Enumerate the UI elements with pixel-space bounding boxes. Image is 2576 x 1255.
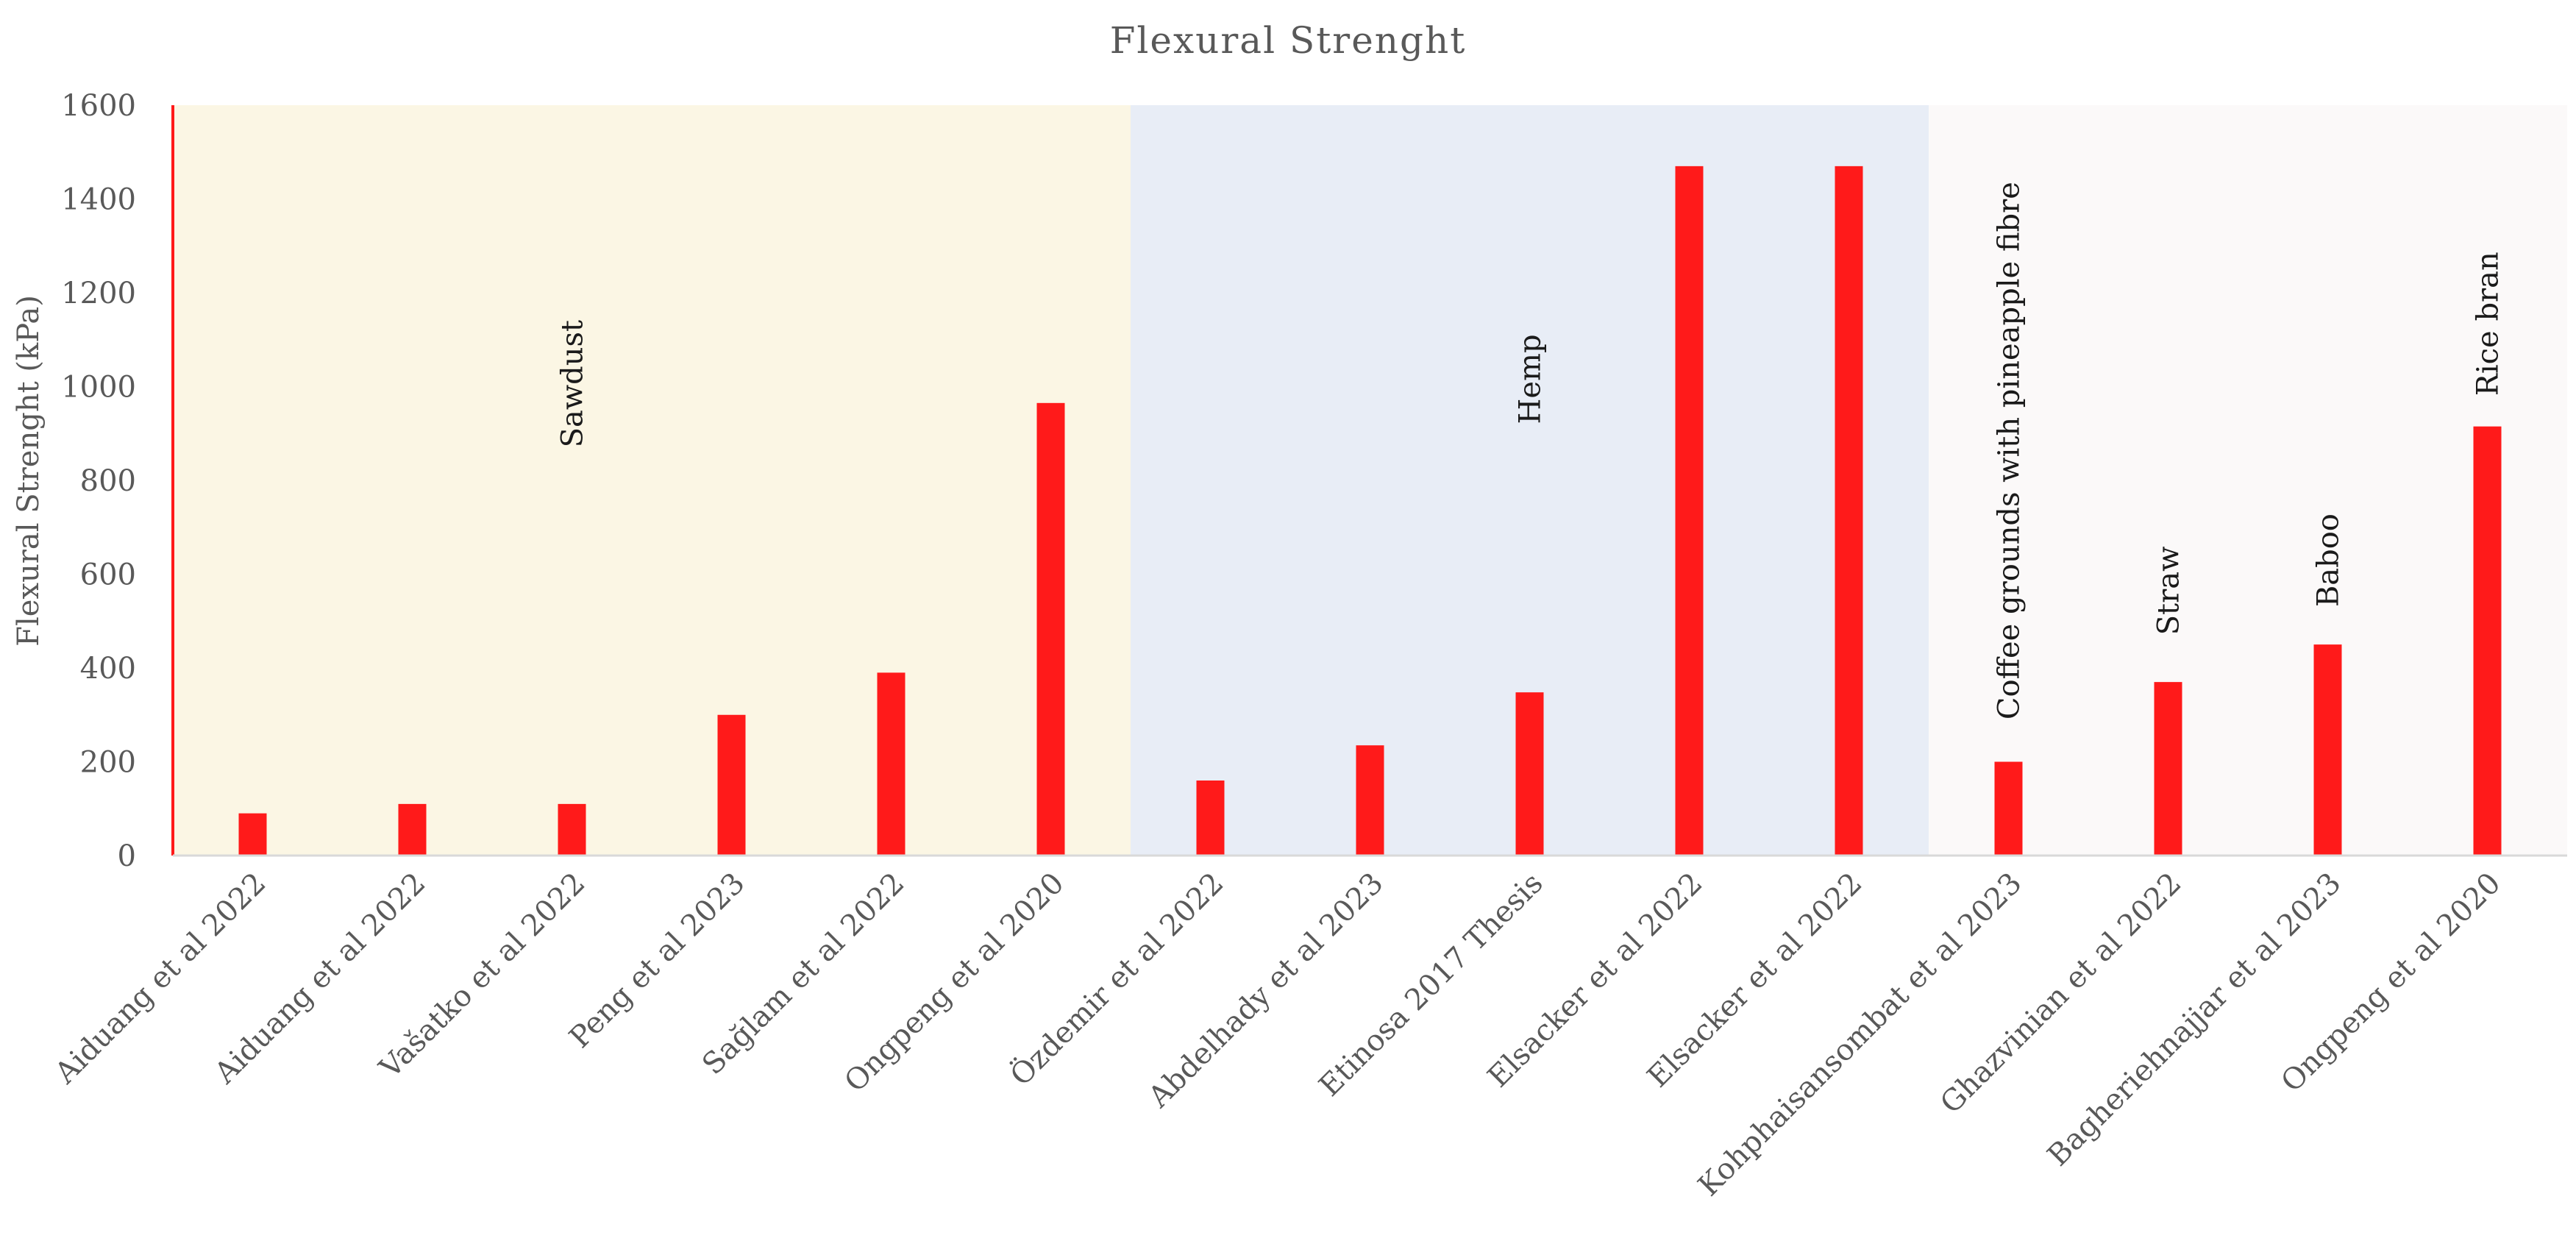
bar — [1835, 166, 1863, 856]
annotation-label: Hemp — [1514, 334, 1548, 424]
y-tick-label: 800 — [80, 464, 136, 498]
bars — [238, 166, 2502, 856]
bar — [1515, 692, 1544, 856]
annotations: Sawdust Hemp Coffee grounds with pineapple… — [556, 182, 2505, 719]
y-tick-label: 400 — [80, 652, 136, 686]
bar — [2473, 426, 2502, 856]
y-tick-label: 0 — [118, 839, 136, 873]
background-regions — [173, 105, 2567, 856]
bar — [558, 803, 586, 856]
bar — [1675, 166, 1704, 856]
y-tick-label: 1000 — [61, 371, 136, 405]
y-tick-label: 1600 — [61, 89, 136, 123]
bar — [717, 714, 746, 856]
bar — [2313, 644, 2342, 856]
bar — [1036, 402, 1065, 856]
bar — [238, 813, 267, 856]
bar — [2154, 682, 2182, 856]
bar — [877, 672, 905, 856]
annotation-label: Straw — [2152, 547, 2186, 636]
annotation-label: Coffee grounds with pineapple fibre — [1993, 182, 2027, 719]
x-tick-label: Bagheriehnajjar et al 2023 — [2041, 867, 2348, 1173]
bar — [398, 803, 427, 856]
y-tick-label: 600 — [80, 558, 136, 592]
x-tick-label: Peng et al 2023 — [563, 867, 751, 1055]
region-other — [1929, 105, 2567, 856]
y-tick-label: 1400 — [61, 183, 136, 217]
bar — [1356, 745, 1384, 856]
y-axis: 0 200 400 600 800 1000 1200 1400 1600 — [61, 89, 174, 873]
y-axis-label: Flexural Strenght (kPa) — [12, 295, 46, 647]
chart-title: Flexural Strenght — [1110, 19, 1467, 62]
y-tick-label: 1200 — [61, 277, 136, 310]
bar — [1196, 781, 1225, 856]
annotation-label: Sawdust — [556, 320, 590, 447]
x-tick-label: Kohphaisansombat et al 2023 — [1692, 867, 2029, 1204]
bar — [1994, 761, 2023, 856]
annotation-label: Rice bran — [2472, 252, 2505, 396]
annotation-label: Baboo — [2312, 513, 2346, 607]
y-tick-label: 200 — [80, 746, 136, 780]
region-sawdust — [173, 105, 1131, 856]
